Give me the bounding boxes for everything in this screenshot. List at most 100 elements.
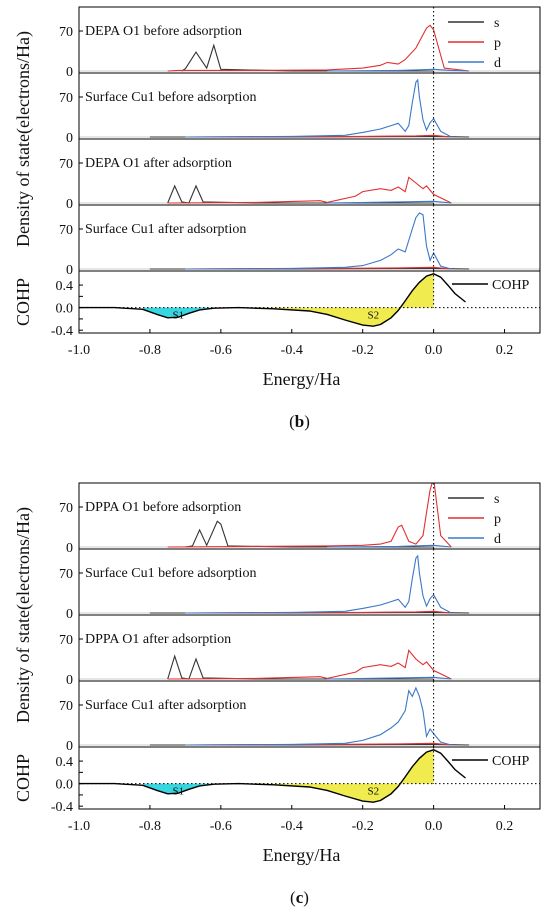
legend-entry-p: p [494, 512, 501, 527]
x-tick-label: -0.8 [139, 819, 161, 834]
caption-open-paren: ( [290, 888, 296, 907]
cohp-line [79, 273, 466, 327]
dos-panel-frame [78, 614, 541, 682]
dos-line-d [185, 686, 452, 746]
dos-panel-frame [78, 204, 541, 272]
legend-entry-p: p [494, 36, 501, 51]
caption-close-paren: ) [303, 888, 309, 907]
cohp-line [79, 749, 466, 803]
dos-panel-frame [78, 680, 541, 748]
y-tick-label: 0 [66, 673, 73, 688]
dos-line-s [185, 520, 434, 548]
dos-line-d [185, 212, 452, 270]
x-axis-label: Energy/Ha [263, 845, 341, 865]
figure-b: 70 0 DEPA O1 before adsorption 70 0 Surface C… [13, 6, 541, 431]
region-label-s2: S2 [368, 785, 380, 797]
y-tick-label: 0 [66, 65, 73, 80]
cohp-legend-entry: COHP [492, 754, 530, 769]
panel-label: Surface Cu1 before adsorption [85, 90, 256, 105]
cohp-y-tick-label: -0.4 [51, 324, 73, 339]
x-axis-label: Energy/Ha [263, 369, 341, 389]
y-tick-label: 70 [59, 91, 73, 106]
cohp-y-tick-label: 0.0 [56, 302, 74, 317]
y-axis-label-dos: Density of state(electrons/Ha) [13, 507, 34, 723]
caption-letter: b [295, 412, 304, 431]
y-tick-label: 70 [59, 25, 73, 40]
x-tick-label: -0.2 [352, 819, 374, 834]
region-label-s2: S2 [368, 309, 380, 321]
panel-label: DPPA O1 before adsorption [85, 500, 241, 515]
panel-label: DEPA O1 after adsorption [85, 156, 232, 171]
region-label-s1: S1 [172, 309, 184, 321]
cohp-y-tick-label: 0.0 [56, 778, 74, 793]
dos-line-d [185, 78, 452, 138]
figure-caption: (b) [289, 412, 310, 431]
y-tick-label: 70 [59, 699, 73, 714]
y-tick-label: 0 [66, 607, 73, 622]
dos-panel-frame [78, 72, 541, 140]
dos-panel-frame [78, 482, 541, 550]
dos-panel-frame [78, 138, 541, 206]
x-tick-label: 0.0 [425, 819, 443, 834]
region-label-s1: S1 [172, 785, 184, 797]
y-tick-label: 70 [59, 567, 73, 582]
caption-close-paren: ) [304, 412, 310, 431]
y-tick-label: 0 [66, 541, 73, 556]
legend-entry-d: d [494, 532, 501, 547]
dos-line-d [185, 554, 452, 614]
dos-line-p [167, 649, 452, 680]
y-tick-label: 70 [59, 501, 73, 516]
x-tick-label: -0.6 [210, 343, 232, 358]
dos-panel-frame [78, 548, 541, 616]
x-tick-label: -0.4 [281, 819, 303, 834]
y-axis-label-cohp: COHP [13, 278, 33, 326]
cohp-y-tick-label: 0.4 [56, 755, 74, 770]
panel-label: Surface Cu1 after adsorption [85, 698, 246, 713]
legend-entry-s: s [494, 492, 499, 507]
cohp-y-tick-label: -0.4 [51, 800, 73, 815]
x-tick-label: 0.0 [425, 343, 443, 358]
dos-panel-frame [78, 6, 541, 74]
x-tick-label: 0.2 [496, 343, 514, 358]
x-tick-label: -0.8 [139, 343, 161, 358]
y-tick-label: 70 [59, 633, 73, 648]
caption-open-paren: ( [289, 412, 295, 431]
panel-label: Surface Cu1 before adsorption [85, 566, 256, 581]
legend-entry-s: s [494, 16, 499, 31]
figure-c: 70 0 DPPA O1 before adsorption 70 0 Surface C… [13, 482, 541, 907]
dos-line-d [327, 200, 452, 204]
y-tick-label: 70 [59, 223, 73, 238]
x-tick-label: -0.6 [210, 819, 232, 834]
dos-line-d [327, 68, 470, 72]
cohp-panel-frame [78, 270, 541, 334]
dos-line-s [167, 184, 434, 204]
y-axis-label-dos: Density of state(electrons/Ha) [13, 31, 34, 247]
dos-line-s [181, 43, 434, 72]
legend-entry-d: d [494, 56, 501, 71]
dos-line-d [327, 676, 452, 680]
cohp-y-tick-label: 0.4 [56, 279, 74, 294]
panel-label: Surface Cu1 after adsorption [85, 222, 246, 237]
figure-caption: (c) [290, 888, 309, 907]
y-tick-label: 0 [66, 739, 73, 754]
dos-line-p [167, 176, 452, 204]
y-tick-label: 0 [66, 263, 73, 278]
dos-line-d [327, 544, 452, 548]
y-tick-label: 70 [59, 157, 73, 172]
y-tick-label: 0 [66, 197, 73, 212]
x-tick-label: -0.2 [352, 343, 374, 358]
cohp-legend-entry: COHP [492, 278, 530, 293]
panel-label: DPPA O1 after adsorption [85, 632, 231, 647]
cohp-region-s2 [220, 273, 434, 327]
caption-letter: c [296, 888, 304, 907]
x-tick-label: 0.2 [496, 819, 514, 834]
x-tick-label: -0.4 [281, 343, 303, 358]
cohp-region-s1 [142, 783, 221, 794]
x-tick-label: -1.0 [68, 819, 90, 834]
cohp-region-s2 [220, 749, 434, 803]
dos-line-p [167, 483, 452, 548]
dos-line-s [167, 654, 434, 680]
x-tick-label: -1.0 [68, 343, 90, 358]
cohp-region-s1 [142, 307, 221, 318]
